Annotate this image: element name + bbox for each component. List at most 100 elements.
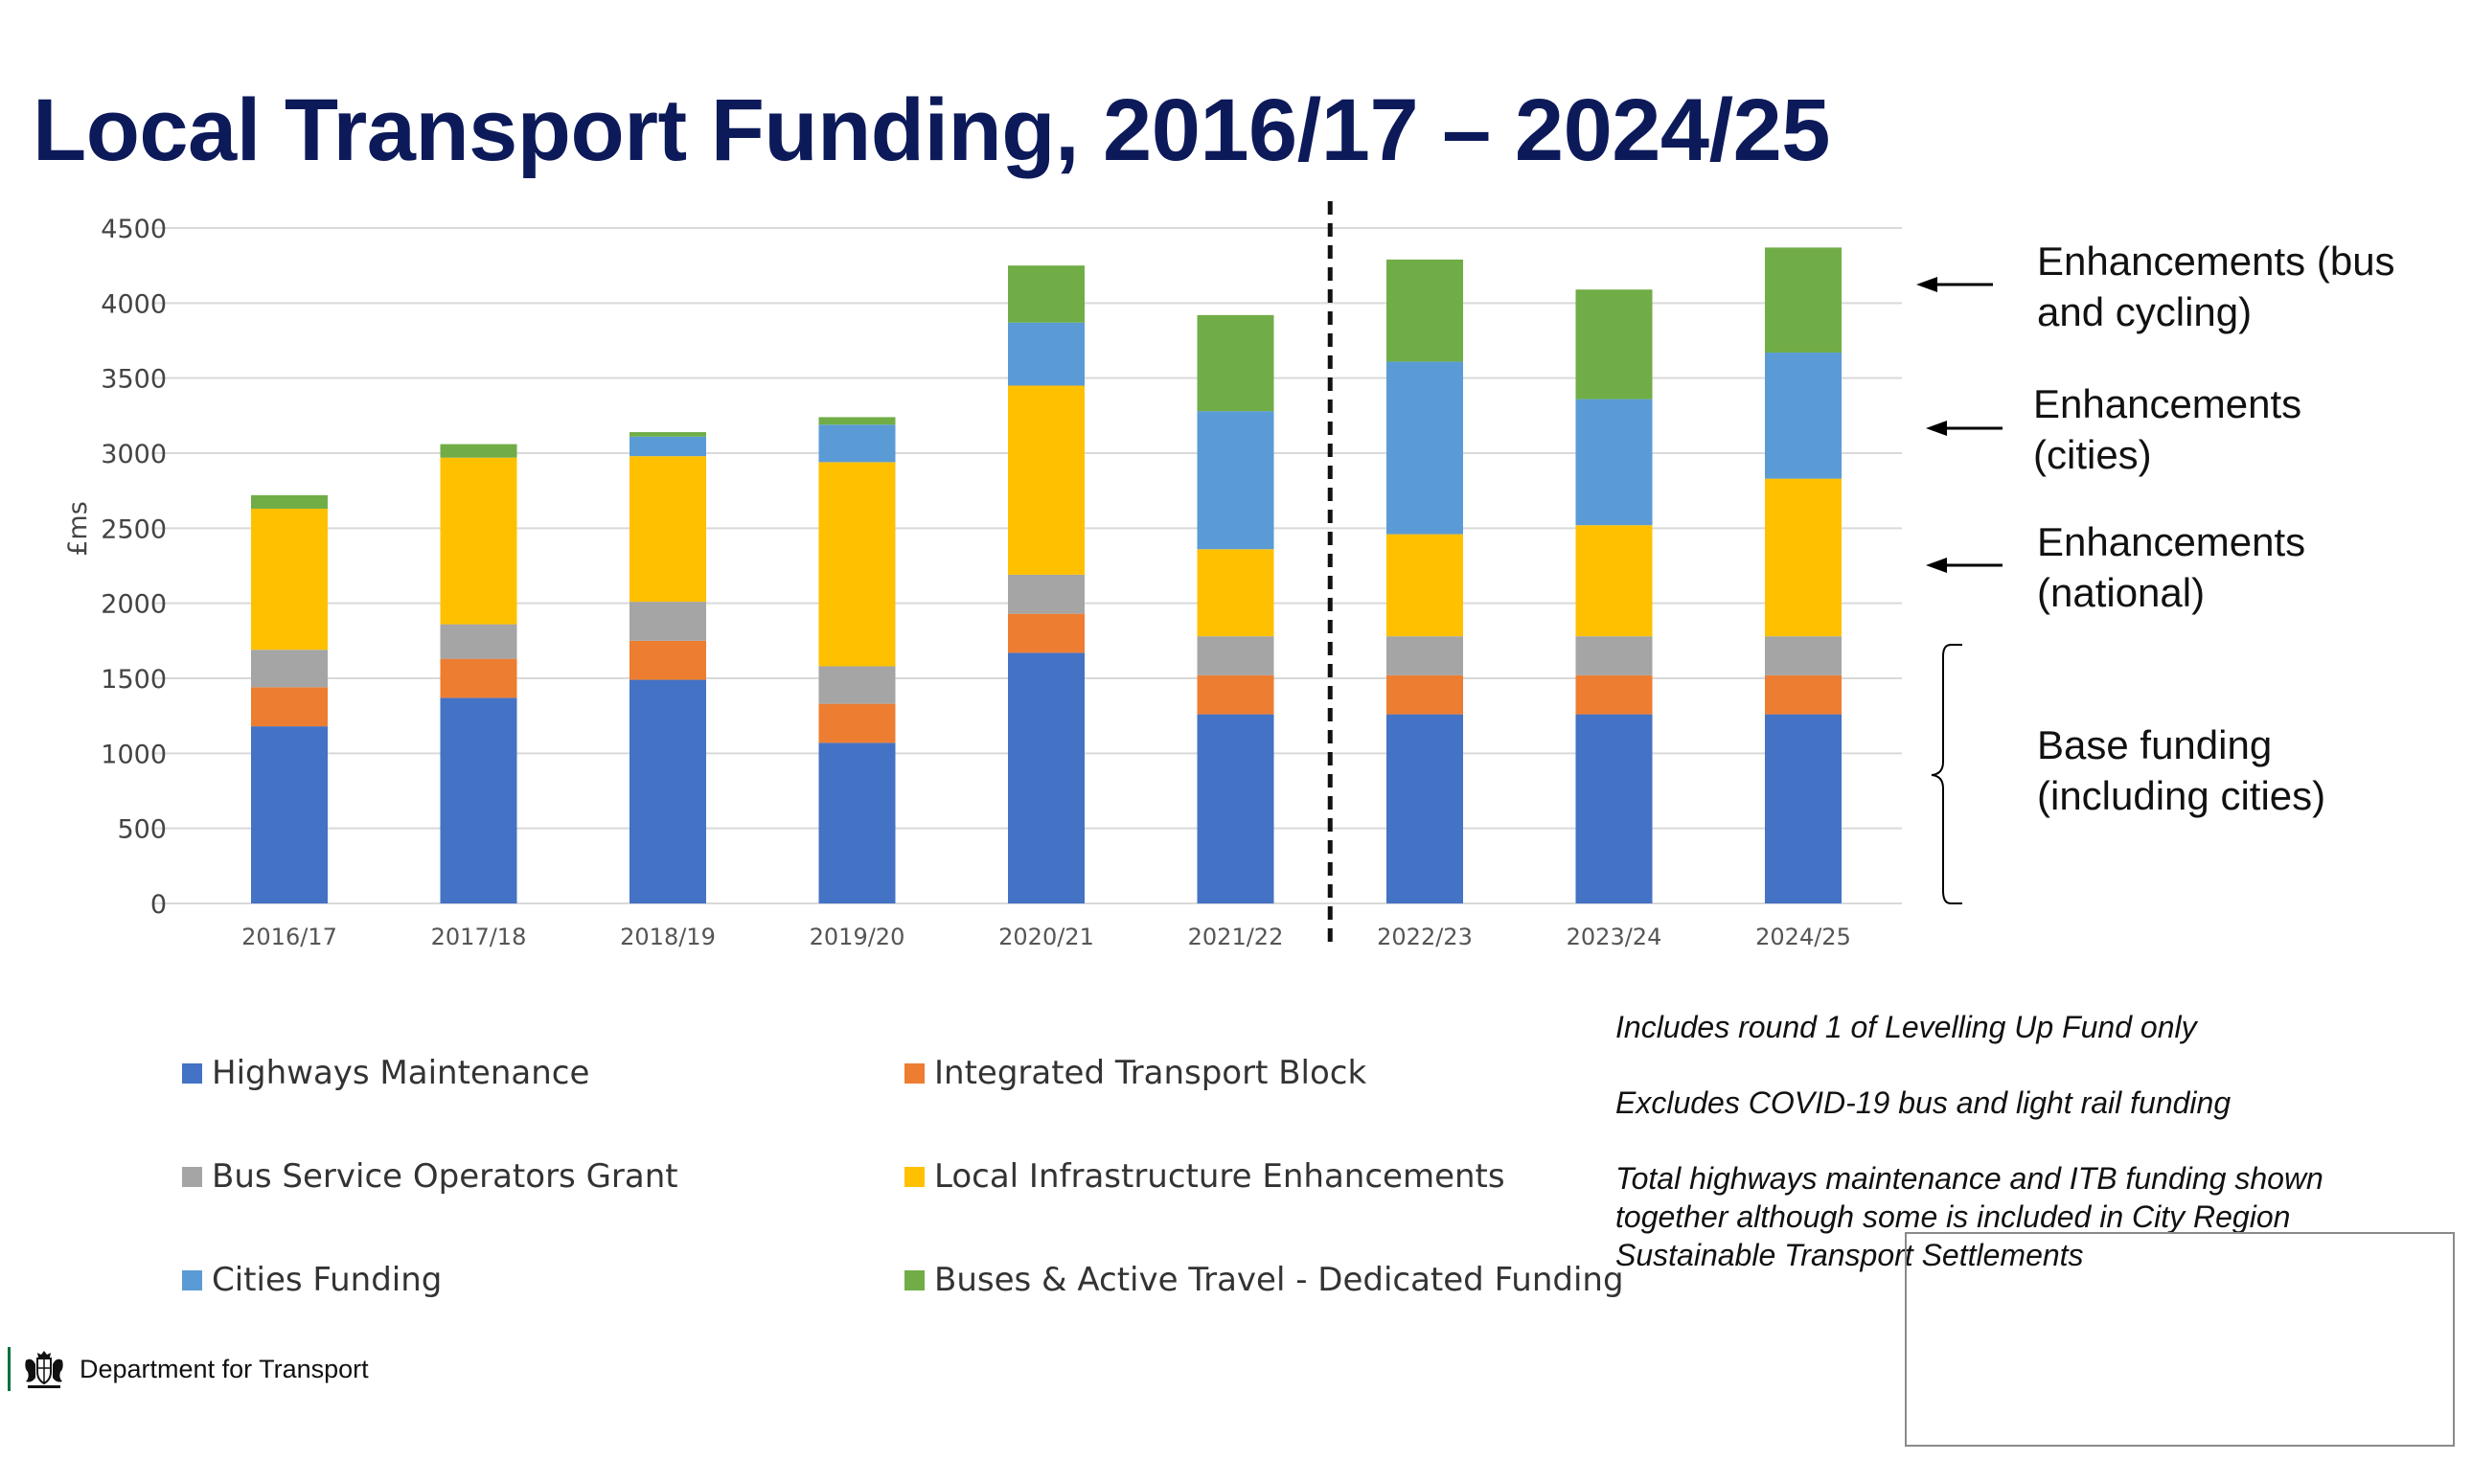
bar-segment [1575, 714, 1653, 903]
legend-item-buses-active-travel: Buses & Active Travel - Dedicated Fundin… [904, 1261, 1624, 1299]
bar-segment [1008, 265, 1085, 323]
y-tick-label: 1000 [101, 740, 167, 769]
bar-segment [440, 444, 517, 458]
bar-segment [1386, 674, 1463, 715]
arrow-bus-cycling-head [1916, 277, 1937, 292]
bar-segment [1197, 674, 1274, 715]
annotation-cities: Enhancements (cities) [2033, 381, 2302, 477]
x-tick-label: 2016/17 [241, 924, 337, 950]
y-tick-label: 2000 [101, 590, 167, 620]
bar-segment [1575, 399, 1653, 526]
bar-segment [1008, 322, 1085, 386]
bar-segment [1575, 636, 1653, 675]
bar-segment [629, 436, 706, 457]
y-tick-label: 0 [150, 890, 167, 920]
x-tick-label: 2017/18 [431, 924, 527, 950]
x-tick-label: 2022/23 [1377, 924, 1473, 950]
page-title: Local Transport Funding, 2016/17 – 2024/… [33, 81, 1830, 179]
y-tick-label: 3000 [101, 440, 167, 469]
bar-segment [1386, 534, 1463, 637]
bar-segment [1765, 674, 1842, 715]
x-tick-label: 2019/20 [810, 924, 905, 950]
y-tick-label: 4000 [101, 289, 167, 319]
note-covid: Excludes COVID-19 bus and light rail fun… [1615, 1085, 2232, 1120]
legend-item-bus-service-operators-grant: Bus Service Operators Grant [182, 1157, 678, 1196]
legend-swatch [904, 1166, 925, 1187]
bar-segment [440, 624, 517, 659]
bar-segment [818, 462, 896, 667]
bar-segment [818, 703, 896, 743]
bar-segment [1008, 574, 1085, 614]
bar-segment [251, 494, 328, 509]
annotation-national: Enhancements (national) [2037, 519, 2306, 615]
x-tick-label: 2024/25 [1755, 924, 1851, 950]
legend-item-highways-maintenance: Highways Maintenance [182, 1054, 589, 1092]
bar-segment [1197, 411, 1274, 550]
x-tick-label: 2023/24 [1567, 924, 1662, 950]
y-tick-label: 4500 [101, 215, 167, 244]
bar-segment [818, 424, 896, 463]
legend-swatch [182, 1062, 202, 1084]
legend-label: Bus Service Operators Grant [212, 1157, 678, 1196]
empty-text-box [1905, 1232, 2455, 1447]
bar-segment [251, 508, 328, 651]
bar-segment [1575, 674, 1653, 715]
bar-segment [251, 650, 328, 688]
y-tick-labels: 0 500 1000 1500 2000 2500 3000 3500 4000 4500 [101, 215, 167, 920]
legend-swatch [182, 1166, 202, 1187]
x-tick-labels: 2016/17 2017/18 2018/19 2019/20 2020/21 2021/… [241, 924, 1851, 950]
bar-segment [1008, 385, 1085, 575]
legend-item-cities-funding: Cities Funding [182, 1261, 442, 1299]
bar-segment [629, 456, 706, 603]
legend-swatch [904, 1269, 925, 1290]
bar-segment [1765, 247, 1842, 354]
x-tick-label: 2020/21 [998, 924, 1094, 950]
legend-label: Highways Maintenance [212, 1054, 590, 1092]
bars [251, 247, 1842, 903]
bar-segment [629, 679, 706, 903]
bar-segment [251, 687, 328, 727]
y-tick-label: 3500 [101, 365, 167, 395]
base-funding-brace [1931, 644, 1962, 904]
y-tick-label: 2500 [101, 514, 167, 544]
annotation-base-funding: Base funding (including cities) [2037, 722, 2326, 818]
bar-segment [818, 742, 896, 903]
bar-segment [1197, 636, 1274, 675]
note-highways-itb: Total highways maintenance and ITB fundi… [1615, 1161, 2323, 1272]
bar-segment [629, 602, 706, 641]
y-axis-label: £ms [63, 501, 93, 557]
bar-segment [818, 666, 896, 704]
legend-label: Local Infrastructure Enhancements [934, 1157, 1505, 1196]
bar-segment [1765, 636, 1842, 675]
bar-segment [1575, 289, 1653, 400]
chart-legend: Highways Maintenance Integrated Transpor… [182, 1054, 1624, 1341]
legend-swatch [182, 1269, 202, 1290]
annotation-arrows [1916, 277, 2003, 573]
bar-segment [1765, 714, 1842, 903]
bar-segment [440, 697, 517, 903]
bar-segment [1197, 314, 1274, 412]
legend-item-integrated-transport-block: Integrated Transport Block [904, 1054, 1366, 1092]
y-tick-label: 1500 [101, 665, 167, 695]
legend-swatch [904, 1062, 925, 1084]
arrow-cities-head [1926, 421, 1947, 436]
bar-segment [1197, 714, 1274, 903]
logo-green-bar [8, 1347, 11, 1391]
bar-segment [1386, 361, 1463, 535]
annotation-bus-cycling: Enhancements (bus and cycling) [2037, 239, 2395, 334]
bar-segment [440, 658, 517, 698]
department-logo: Department for Transport [8, 1347, 369, 1391]
bar-segment [629, 432, 706, 437]
bar-segment [1008, 652, 1085, 903]
bar-segment [1765, 353, 1842, 479]
organisation-name: Department for Transport [80, 1354, 369, 1383]
legend-label: Cities Funding [212, 1261, 443, 1299]
bar-segment [1008, 613, 1085, 653]
x-tick-label: 2021/22 [1188, 924, 1284, 950]
legend-label: Integrated Transport Block [934, 1054, 1367, 1092]
note-levelling-up: Includes round 1 of Levelling Up Fund on… [1615, 1010, 2197, 1044]
royal-crest-icon [25, 1351, 63, 1388]
bar-segment [1575, 525, 1653, 637]
chart-notes: Includes round 1 of Levelling Up Fund on… [1615, 1008, 2401, 1312]
